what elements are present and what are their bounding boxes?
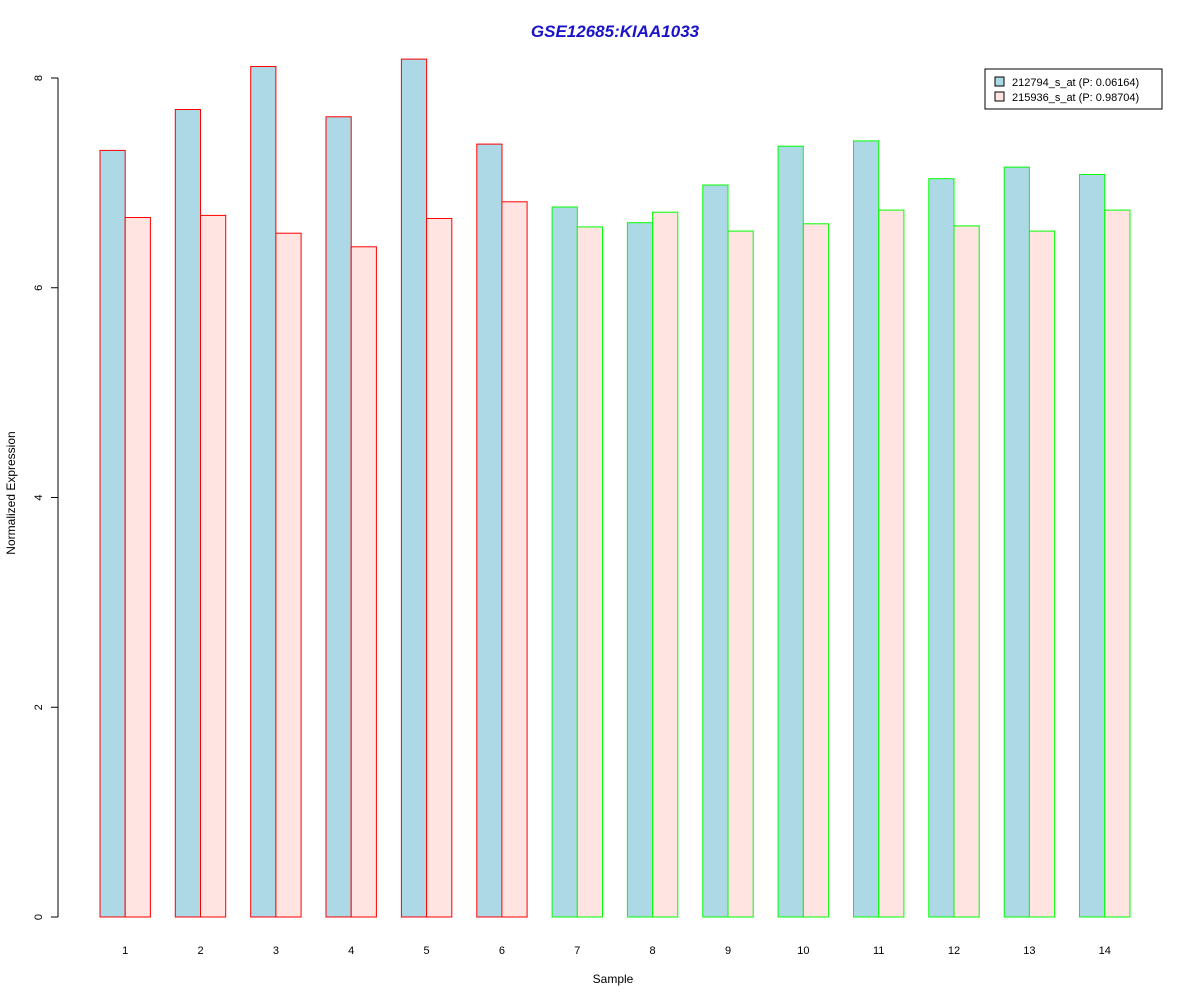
bar-sample-10-series-1 — [777, 145, 804, 918]
y-tick-label-4: 4 — [33, 494, 45, 500]
bar-sample-6-series-1 — [476, 143, 503, 918]
x-tick-label-3: 3 — [273, 945, 279, 957]
x-tick-label-4: 4 — [348, 945, 354, 957]
y-axis: 0 2 4 6 8 — [33, 75, 59, 920]
bar-sample-5-series-1 — [400, 58, 428, 918]
bars-group — [99, 58, 1131, 918]
bar-sample-4-series-2 — [350, 246, 377, 918]
bar-sample-8-series-2 — [652, 211, 679, 918]
bar-sample-7-series-2 — [576, 226, 603, 918]
legend-box — [984, 68, 1163, 110]
y-axis-label: Normalized Expression — [4, 431, 18, 554]
y-tick-label-0: 0 — [33, 914, 45, 920]
x-tick-label-10: 10 — [797, 945, 809, 957]
y-tick-label-6: 6 — [33, 285, 45, 291]
bar-sample-11-series-1 — [853, 140, 880, 918]
legend-swatch-215936-s-at — [994, 91, 1005, 102]
x-tick-label-8: 8 — [650, 945, 656, 957]
x-axis-tick-labels: 1 2 3 4 5 6 7 8 9 10 11 12 13 14 — [122, 945, 1111, 957]
y-tick-label-2: 2 — [33, 704, 45, 710]
bar-sample-10-series-2 — [802, 223, 830, 918]
x-tick-label-9: 9 — [725, 945, 731, 957]
x-tick-label-14: 14 — [1099, 945, 1111, 957]
x-tick-label-1: 1 — [122, 945, 128, 957]
bar-sample-13-series-2 — [1028, 230, 1056, 918]
x-tick-label-2: 2 — [197, 945, 203, 957]
x-tick-label-7: 7 — [574, 945, 580, 957]
x-tick-label-13: 13 — [1023, 945, 1035, 957]
legend: 212794_s_at (P: 0.06164) 215936_s_at (P:… — [984, 68, 1163, 110]
bar-sample-14-series-2 — [1104, 209, 1131, 918]
bar-sample-1-series-1 — [99, 149, 126, 918]
y-tick-label-8: 8 — [33, 75, 45, 81]
bar-sample-4-series-1 — [325, 116, 352, 918]
legend-label-212794-s-at: 212794_s_at (P: 0.06164) — [1012, 77, 1139, 89]
legend-label-215936-s-at: 215936_s_at (P: 0.98704) — [1012, 92, 1139, 104]
chart-title: GSE12685:KIAA1033 — [531, 22, 700, 41]
bar-sample-6-series-2 — [501, 201, 528, 918]
bar-sample-1-series-2 — [124, 217, 151, 918]
bar-sample-3-series-1 — [250, 66, 277, 918]
bar-sample-5-series-2 — [426, 218, 453, 918]
bar-sample-7-series-1 — [551, 206, 578, 918]
bar-sample-2-series-1 — [174, 109, 202, 918]
x-tick-label-11: 11 — [873, 945, 884, 957]
bar-sample-2-series-2 — [200, 214, 227, 918]
legend-swatch-212794-s-at — [994, 76, 1005, 87]
bar-sample-12-series-1 — [928, 178, 955, 918]
bar-sample-11-series-2 — [878, 209, 905, 918]
bar-sample-12-series-2 — [953, 225, 980, 918]
bar-sample-8-series-1 — [626, 222, 654, 918]
x-tick-label-6: 6 — [499, 945, 505, 957]
x-tick-label-12: 12 — [948, 945, 960, 957]
bar-sample-13-series-1 — [1003, 166, 1030, 918]
x-axis-label: Sample — [593, 972, 634, 986]
bar-sample-9-series-2 — [727, 230, 754, 918]
bar-sample-9-series-1 — [702, 184, 729, 918]
bar-sample-3-series-2 — [275, 232, 302, 918]
x-tick-label-5: 5 — [424, 945, 430, 957]
bar-sample-14-series-1 — [1079, 174, 1106, 918]
